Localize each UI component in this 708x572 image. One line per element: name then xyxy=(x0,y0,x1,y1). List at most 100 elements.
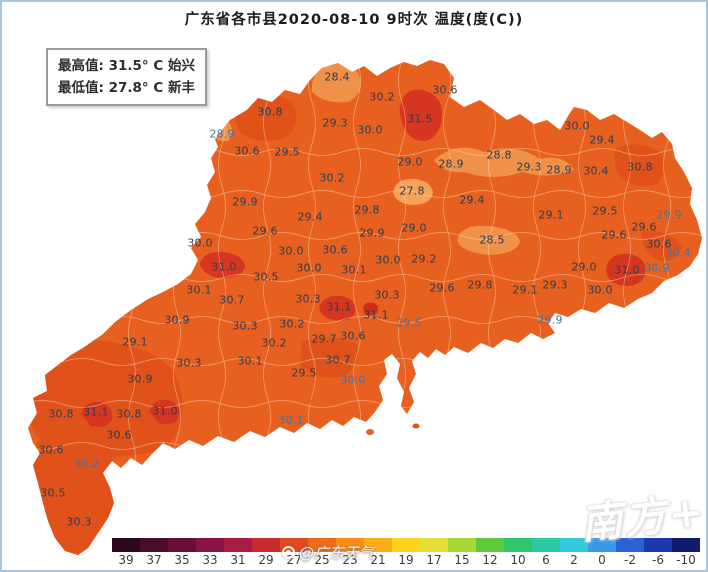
temp-label: 29.0 xyxy=(401,221,427,235)
colorbar-tick-label: 17 xyxy=(426,553,442,567)
temp-label: 30.1 xyxy=(186,283,212,297)
temp-label: 28.4 xyxy=(324,70,350,84)
temp-label: 31.0 xyxy=(152,404,178,418)
temp-label: 30.6 xyxy=(234,144,260,158)
colorbar-swatch xyxy=(672,538,700,552)
temp-label: 29.7 xyxy=(311,332,337,346)
min-value-text: 最低值: 27.8° C 新丰 xyxy=(58,80,195,96)
temp-label: 30.0 xyxy=(357,123,383,137)
temp-label: 28.9 xyxy=(438,157,464,171)
colorbar-swatch xyxy=(392,538,420,552)
temp-label: 30.6 xyxy=(322,243,348,257)
colorbar-tick-label: 10 xyxy=(510,553,526,567)
temp-label: 30.0 xyxy=(587,283,613,297)
temp-label: 30.0 xyxy=(278,244,304,258)
temp-label: 29.0 xyxy=(397,155,423,169)
colorbar-swatch xyxy=(476,538,504,552)
colorbar-tick-label: -6 xyxy=(652,553,664,567)
temp-label: 29.8 xyxy=(467,278,493,292)
colorbar-swatch xyxy=(560,538,588,552)
temp-label: 30.0 xyxy=(296,261,322,275)
temp-label: 29.1 xyxy=(122,335,148,349)
temp-label: 30.1 xyxy=(278,413,304,427)
temp-label: 30.0 xyxy=(564,119,590,133)
colorbar-tick-label: 37 xyxy=(146,553,162,567)
temp-label: 30.8 xyxy=(48,407,74,421)
temp-label: 29.6 xyxy=(601,228,627,242)
temp-label: 30.9 xyxy=(644,261,670,275)
colorbar-tick-label: 2 xyxy=(570,553,578,567)
temp-label: 30.9 xyxy=(164,313,190,327)
temp-label: 29.6 xyxy=(252,224,278,238)
temp-label: 30.7 xyxy=(325,353,351,367)
temp-label: 29.4 xyxy=(297,210,323,224)
temp-label: 29.5 xyxy=(274,145,300,159)
temp-label: 29.0 xyxy=(571,260,597,274)
temp-label: 30.3 xyxy=(66,515,92,529)
temp-label: 29.1 xyxy=(538,208,564,222)
temp-label: 29.3 xyxy=(542,278,568,292)
temp-label: 30.3 xyxy=(232,319,258,333)
temp-label: 30.8 xyxy=(116,407,142,421)
colorbar-tick-label: 25 xyxy=(314,553,330,567)
colorbar-swatch xyxy=(420,538,448,552)
temp-label: 31.1 xyxy=(83,405,109,419)
temp-label: 30.8 xyxy=(627,160,653,174)
colorbar-tick-label: 31 xyxy=(230,553,246,567)
temp-label: 29.5 xyxy=(396,316,422,330)
temp-label: 30.6 xyxy=(646,237,672,251)
colorbar-tick-label: 21 xyxy=(370,553,386,567)
nanfang-plus-watermark: 南方+ xyxy=(578,486,708,549)
colorbar-swatch xyxy=(112,538,140,552)
colorbar-swatch xyxy=(140,538,168,552)
colorbar-tick-label: 19 xyxy=(398,553,414,567)
temp-label: 28.5 xyxy=(479,233,505,247)
weibo-eye-icon xyxy=(282,546,295,559)
temp-label: 30.9 xyxy=(127,372,153,386)
colorbar-tick-label: -10 xyxy=(676,553,696,567)
temp-label: 30.1 xyxy=(237,354,263,368)
temp-label: 30.5 xyxy=(253,270,279,284)
temp-label: 30.6 xyxy=(38,443,64,457)
temp-label: 30.0 xyxy=(187,236,213,250)
weibo-watermark-text: @广东天气 xyxy=(299,544,375,562)
temp-label: 29.4 xyxy=(589,133,615,147)
temp-label: 29.5 xyxy=(592,204,618,218)
temp-label: 30.2 xyxy=(369,90,395,104)
colorbar-tick-label: 39 xyxy=(118,553,134,567)
temp-label: 30.4 xyxy=(583,164,609,178)
temp-label: 29.4 xyxy=(459,193,485,207)
colorbar-tick-label: 6 xyxy=(542,553,550,567)
temp-label: 29.6 xyxy=(429,281,455,295)
colorbar-tick-label: 23 xyxy=(342,553,358,567)
temp-label: 30.8 xyxy=(257,105,283,119)
colorbar-swatch xyxy=(308,538,336,552)
temp-label: 29.8 xyxy=(354,203,380,217)
colorbar-swatch xyxy=(448,538,476,552)
temp-label: 31.5 xyxy=(407,112,433,126)
colorbar-swatch xyxy=(644,538,672,552)
temp-label: 30.2 xyxy=(279,317,305,331)
colorbar-swatch xyxy=(532,538,560,552)
temp-label: 30.3 xyxy=(374,288,400,302)
colorbar-tick-label: 0 xyxy=(598,553,606,567)
temp-label: 30.3 xyxy=(295,292,321,306)
temp-label: 30.6 xyxy=(340,329,366,343)
colorbar-swatch xyxy=(196,538,224,552)
temp-label: 31.0 xyxy=(211,260,237,274)
colorbar-tick-label: 15 xyxy=(454,553,470,567)
island-shapes xyxy=(278,398,420,435)
temp-label: 29.6 xyxy=(631,220,657,234)
temp-label: 29.2 xyxy=(411,252,437,266)
colorbar-swatch xyxy=(504,538,532,552)
temp-label: 28.8 xyxy=(486,148,512,162)
temp-label: 30.0 xyxy=(340,373,366,387)
temp-label: 29.1 xyxy=(512,283,538,297)
temp-label: 31.1 xyxy=(326,300,352,314)
colorbar-swatch xyxy=(616,538,644,552)
temp-label: 30.3 xyxy=(176,356,202,370)
temp-label: 27.8 xyxy=(399,184,425,198)
temp-label: 30.2 xyxy=(261,336,287,350)
